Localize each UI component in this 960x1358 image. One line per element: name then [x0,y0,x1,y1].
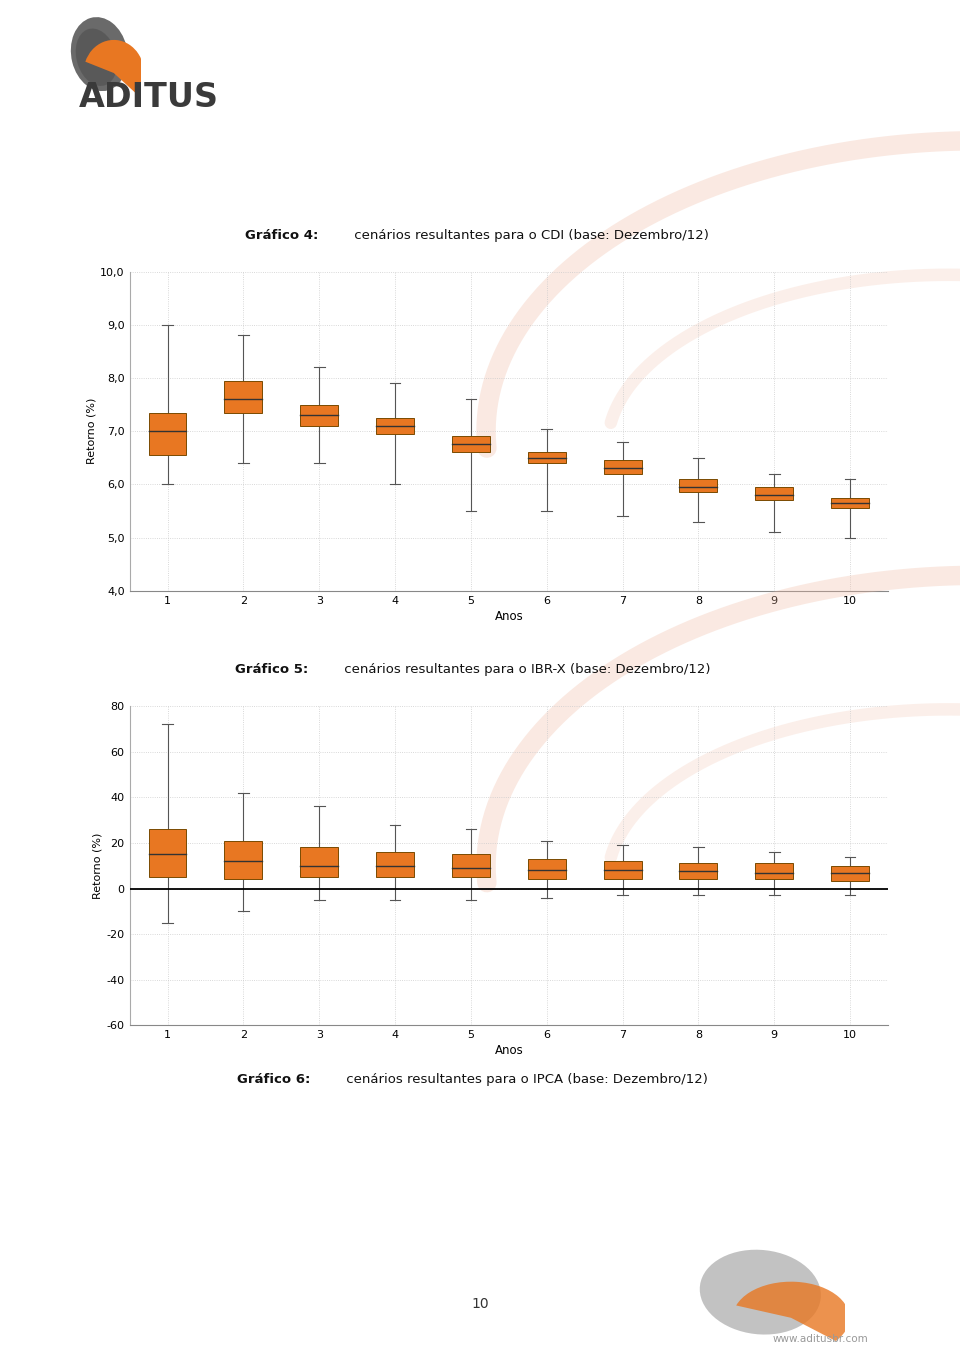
Ellipse shape [76,29,117,86]
Bar [452,854,490,877]
Bar [831,497,869,508]
Bar [680,864,717,880]
X-axis label: Anos: Anos [494,1044,523,1058]
Text: Gráfico 4:: Gráfico 4: [245,228,318,242]
Y-axis label: Retorno (%): Retorno (%) [92,832,103,899]
Bar [452,436,490,452]
Bar [376,851,414,877]
Bar [831,866,869,880]
Y-axis label: Retorno (%): Retorno (%) [86,398,96,464]
Bar [604,861,641,880]
Bar [680,479,717,493]
Bar [756,488,793,500]
X-axis label: Anos: Anos [494,610,523,623]
Bar [225,380,262,413]
Ellipse shape [700,1249,821,1335]
Text: cenários resultantes para o IPCA (base: Dezembro/12): cenários resultantes para o IPCA (base: … [342,1073,708,1086]
Text: 10: 10 [471,1297,489,1310]
Bar [756,864,793,880]
Text: cenários resultantes para o CDI (base: Dezembro/12): cenários resultantes para o CDI (base: D… [349,228,708,242]
Text: Gráfico 5:: Gráfico 5: [235,663,308,676]
Bar [604,460,641,474]
Text: Gráfico 6:: Gráfico 6: [237,1073,310,1086]
Wedge shape [85,39,144,94]
Text: cenários resultantes para o IBR-X (base: Dezembro/12): cenários resultantes para o IBR-X (base:… [340,663,710,676]
Text: ADITUS: ADITUS [79,81,219,114]
Bar [300,405,338,426]
Bar [376,418,414,433]
Text: www.aditusbr.com: www.aditusbr.com [773,1334,869,1344]
Bar [528,452,565,463]
Bar [149,830,186,877]
Ellipse shape [71,18,128,91]
Bar [225,841,262,880]
Bar [300,847,338,877]
Bar [528,858,565,880]
Bar [149,413,186,455]
Wedge shape [736,1282,850,1340]
